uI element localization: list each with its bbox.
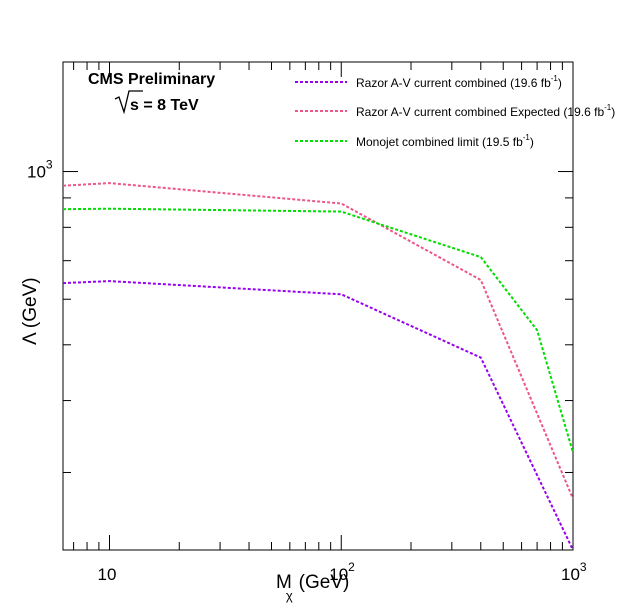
y-axis-ticks xyxy=(63,171,573,473)
x-axis-title-unit: (GeV) xyxy=(299,572,350,593)
x-tick-label-base: 10 xyxy=(329,565,348,584)
y-tick-label-base: 10 xyxy=(27,163,46,182)
legend-label: Razor A-V current combined Expected (19.… xyxy=(356,103,615,119)
y-axis-title: Λ (GeV) xyxy=(20,277,41,345)
legend-item-2: Razor A-V current combined Expected (19.… xyxy=(295,103,615,119)
legend-label-main: Razor A-V current combined Expected (19.… xyxy=(356,105,604,119)
y-tick-label: 103 xyxy=(27,158,53,182)
experiment-label: CMS Preliminary xyxy=(88,71,215,88)
legend-label: Razor A-V current combined (19.6 fb-1) xyxy=(356,74,562,90)
legend-item-3: Monojet combined limit (19.5 fb-1) xyxy=(295,133,534,149)
y-tick-label-exp: 3 xyxy=(46,158,53,172)
series-lines xyxy=(62,182,574,551)
legend-label-end: ) xyxy=(611,105,615,119)
series-line-2 xyxy=(62,182,574,500)
x-tick-label: 102 xyxy=(329,560,355,584)
x-axis-ticks xyxy=(73,62,574,550)
legend-label-main: Razor A-V current combined (19.6 fb xyxy=(356,76,551,90)
legend-label-sup: -1 xyxy=(604,103,612,112)
legend-label-main: Monojet combined limit (19.5 fb xyxy=(356,135,523,149)
legend-label-end: ) xyxy=(530,135,534,149)
x-tick-label: 10 xyxy=(98,565,117,584)
series-line-3 xyxy=(62,207,574,453)
plot-frame xyxy=(62,61,574,551)
legend-label-end: ) xyxy=(558,76,562,90)
legend-label-sup: -1 xyxy=(523,133,531,142)
energy-label: s = 8 TeV xyxy=(114,90,199,115)
energy-value: = 8 TeV xyxy=(139,97,199,114)
x-tick-label-base: 10 xyxy=(98,565,117,584)
x-tick-label-exp: 3 xyxy=(580,560,587,574)
x-axis-title-main: M xyxy=(276,572,292,593)
legend: Razor A-V current combined (19.6 fb-1)Ra… xyxy=(295,74,615,149)
sqrt-symbol-icon xyxy=(114,90,143,115)
series-line-1 xyxy=(62,280,574,551)
legend-label: Monojet combined limit (19.5 fb-1) xyxy=(356,133,534,149)
x-axis-title-sub: χ xyxy=(286,588,293,603)
x-tick-label-exp: 2 xyxy=(348,560,355,574)
y-axis-tick-labels: 103 xyxy=(27,158,53,182)
x-axis-tick-labels: 10 102 103 xyxy=(98,560,587,584)
legend-label-sup: -1 xyxy=(551,74,559,83)
energy-prefix: s xyxy=(130,97,139,114)
x-tick-label: 103 xyxy=(561,560,587,584)
svg-text:s = 8 TeV: s = 8 TeV xyxy=(130,97,199,114)
x-tick-label-base: 10 xyxy=(561,565,580,584)
legend-item-1: Razor A-V current combined (19.6 fb-1) xyxy=(295,74,562,90)
